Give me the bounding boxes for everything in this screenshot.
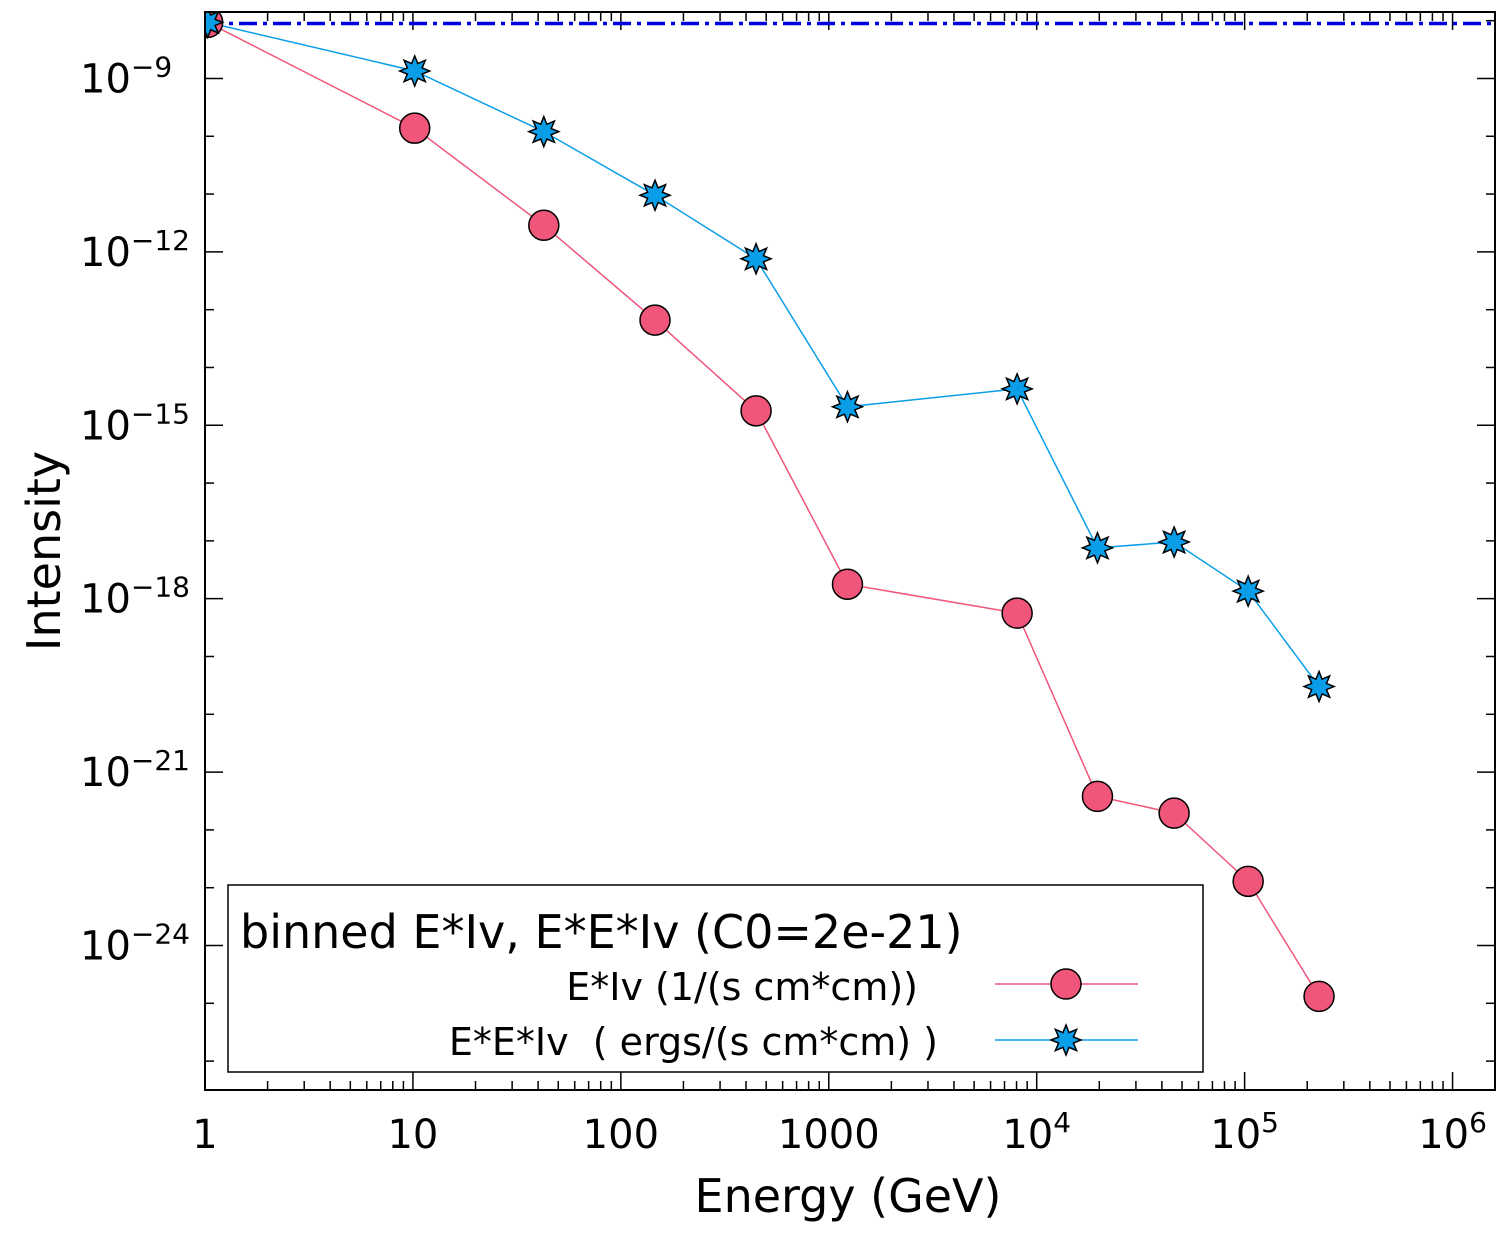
axis-ticks	[204, 12, 1495, 1090]
y-tick-label: 10−21	[80, 744, 190, 796]
data-point-series-2	[397, 53, 432, 88]
series-line-1	[207, 21, 1320, 997]
series-line-2	[207, 21, 1320, 687]
legend-marker-series-2	[1048, 1022, 1084, 1058]
data-point-series-1	[1158, 797, 1190, 829]
legend: binned E*Iv, E*E*Iv (C0=2e-21) E*Iv (1/(…	[227, 884, 1204, 1073]
x-tick-label: 105	[1210, 1106, 1279, 1158]
plot-frame	[204, 11, 1496, 1091]
plot-area	[205, 12, 1495, 1013]
x-tick-label: 10	[387, 1112, 438, 1158]
y-tick-label: 10−24	[80, 917, 190, 969]
x-tick-label: 104	[1002, 1106, 1071, 1158]
y-tick-label: 10−15	[80, 397, 190, 449]
data-point-series-1	[639, 304, 671, 336]
data-point-series-1	[1232, 865, 1264, 898]
x-tick-label: 1	[192, 1112, 217, 1158]
x-tick-label: 106	[1418, 1106, 1487, 1158]
data-point-series-2	[1302, 669, 1337, 704]
data-point-series-2	[638, 178, 673, 213]
data-point-series-2	[526, 114, 561, 149]
legend-label-series-2: E*E*Iv ( ergs/(s cm*cm) )	[449, 1020, 938, 1064]
y-tick-label: 10−9	[80, 50, 172, 102]
x-tick-label: 100	[583, 1112, 659, 1158]
legend-swatches	[995, 968, 1138, 1058]
data-point-series-1	[528, 209, 560, 242]
data-point-series-1	[831, 568, 864, 600]
tick-labels: 1 10 100 1000 104 105 106 10−9 10−12 10−15 10−18 10…	[80, 50, 1487, 1158]
y-axis-label: Intensity	[17, 451, 71, 651]
y-tick-label: 10−12	[80, 224, 190, 276]
data-point-series-1	[1081, 780, 1114, 813]
data-point-series-2	[1231, 574, 1266, 609]
x-tick-label: 1000	[778, 1112, 880, 1158]
data-point-series-1	[1303, 980, 1335, 1013]
x-axis-label: Energy (GeV)	[695, 1169, 1002, 1223]
data-point-series-2	[830, 389, 865, 424]
data-point-series-2	[205, 12, 225, 40]
data-point-series-1	[1001, 597, 1033, 629]
legend-title: binned E*Iv, E*E*Iv (C0=2e-21)	[240, 905, 963, 959]
data-point-series-2	[739, 241, 774, 276]
data-point-series-1	[398, 112, 431, 144]
data-point-series-2	[1157, 525, 1192, 560]
data-point-series-2	[1080, 530, 1115, 565]
legend-marker-series-1	[1050, 968, 1082, 1000]
data-point-series-1	[740, 395, 772, 427]
data-point-series-2	[1000, 371, 1035, 406]
legend-box	[227, 884, 1204, 1073]
y-tick-label: 10−18	[80, 571, 190, 623]
legend-label-series-1: E*Iv (1/(s cm*cm))	[566, 965, 918, 1009]
